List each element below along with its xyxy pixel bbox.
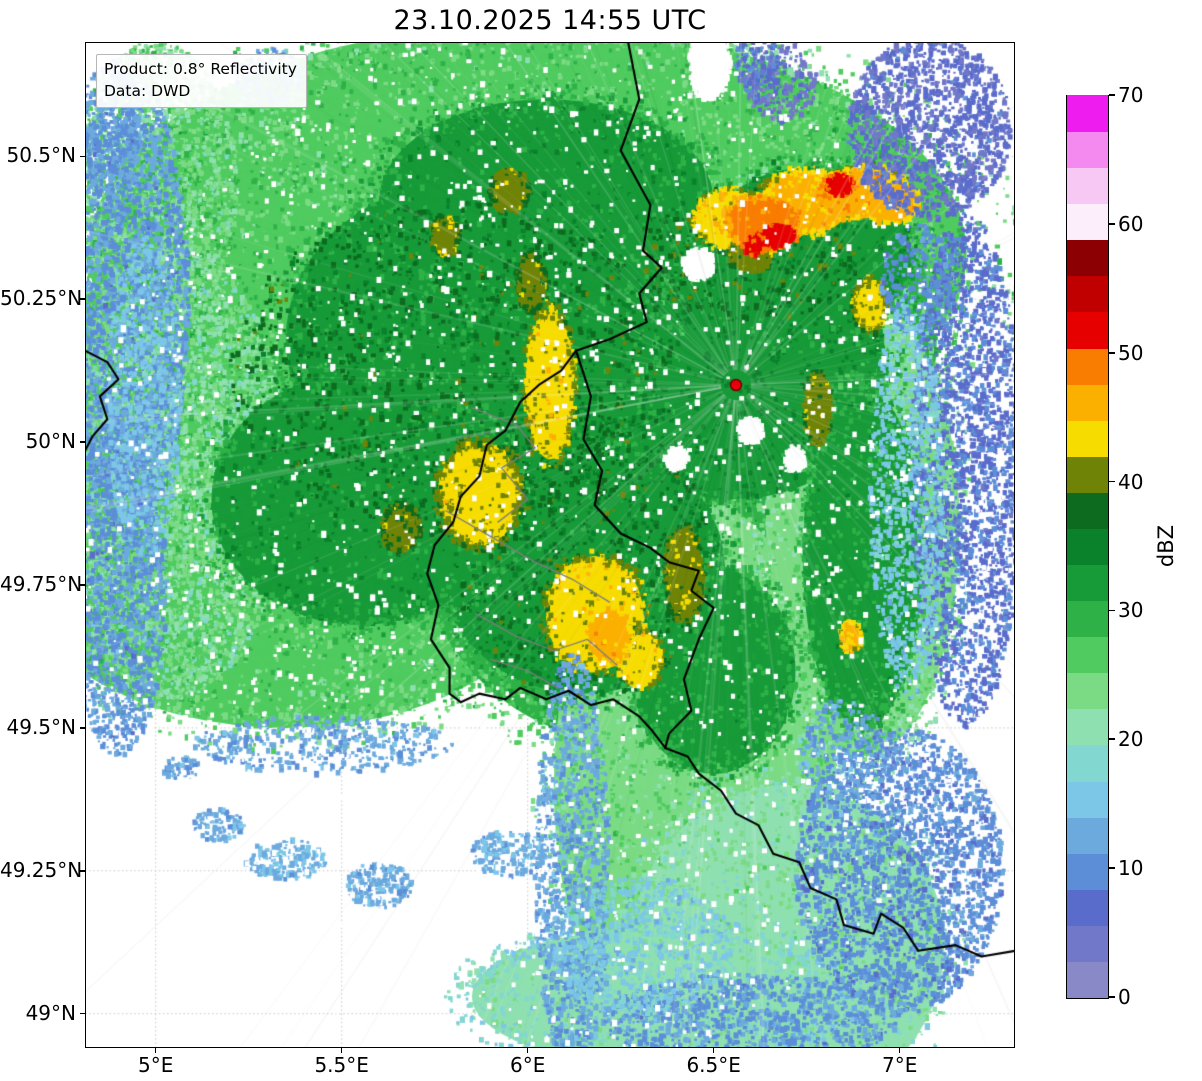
colorbar-tick-label: 60 (1118, 211, 1144, 236)
colorbar-tick-label: 10 (1118, 856, 1144, 881)
y-tick-label: 50.5°N (6, 143, 77, 168)
y-tick-label: 49.25°N (0, 857, 83, 882)
colorbar-segment (1067, 925, 1108, 962)
colorbar-segment (1067, 708, 1108, 746)
x-tick-mark (898, 1048, 901, 1053)
colorbar-segment (1067, 600, 1108, 638)
colorbar-segment (1067, 311, 1108, 349)
y-tick-mark (80, 584, 85, 586)
colorbar-segment (1067, 239, 1108, 277)
colorbar-segment (1067, 780, 1108, 818)
y-tick-mark (80, 727, 85, 729)
y-tick-mark (80, 441, 85, 443)
colorbar-segment (1067, 167, 1108, 205)
x-tick-label: 5.5°E (314, 1053, 369, 1077)
colorbar-axis-label: dBZ (1154, 524, 1178, 568)
y-tick-label: 50°N (25, 429, 76, 454)
colorbar-segment (1067, 816, 1108, 854)
x-tick-label: 7°E (881, 1053, 918, 1077)
colorbar-segment (1067, 492, 1108, 529)
colorbar-tick-mark (1109, 996, 1115, 998)
colorbar-segment (1067, 275, 1108, 313)
colorbar-segment (1067, 852, 1108, 890)
x-tick-label: 6°E (509, 1053, 546, 1077)
colorbar (1066, 95, 1109, 999)
colorbar-tick-mark (1109, 223, 1115, 225)
colorbar-segment (1067, 203, 1108, 241)
colorbar-tick-label: 0 (1118, 985, 1131, 1009)
info-box: Product: 0.8° Reflectivity Data: DWD (96, 54, 307, 108)
colorbar-tick-mark (1109, 609, 1115, 612)
colorbar-segment (1067, 672, 1108, 710)
colorbar-segment (1067, 888, 1108, 926)
colorbar-tick-mark (1109, 480, 1115, 483)
product-label: Product: 0.8° Reflectivity (104, 60, 297, 78)
y-tick-label: 49°N (25, 1000, 76, 1025)
colorbar-segment (1067, 95, 1108, 133)
colorbar-segment (1067, 347, 1108, 385)
y-tick-mark (80, 1012, 85, 1015)
colorbar-segment (1067, 528, 1108, 566)
y-tick-label: 50.25°N (0, 286, 83, 311)
y-tick-label: 49.5°N (6, 714, 77, 739)
data-source-label: Data: DWD (104, 82, 191, 101)
colorbar-segment (1067, 564, 1108, 602)
y-tick-label: 49.75°N (0, 572, 83, 596)
y-tick-mark (80, 155, 85, 158)
colorbar-segment (1067, 131, 1108, 169)
x-tick-mark (340, 1048, 343, 1053)
colorbar-tick-label: 20 (1118, 727, 1144, 752)
colorbar-segment (1067, 636, 1108, 674)
colorbar-segment (1067, 419, 1108, 457)
colorbar-segment (1067, 961, 1108, 998)
x-tick-mark (154, 1048, 157, 1053)
colorbar-tick-label: 50 (1118, 340, 1144, 365)
colorbar-tick-label: 40 (1118, 469, 1144, 494)
x-tick-label: 6.5°E (686, 1053, 741, 1077)
colorbar-segment (1067, 744, 1108, 782)
colorbar-tick-mark (1109, 867, 1115, 869)
x-tick-mark (712, 1048, 715, 1053)
colorbar-tick-label: 30 (1118, 598, 1144, 623)
colorbar-tick-mark (1109, 94, 1115, 96)
colorbar-segment (1067, 456, 1108, 493)
colorbar-tick-mark (1109, 738, 1115, 741)
y-tick-mark (80, 298, 85, 300)
radar-map-canvas (85, 42, 1015, 1048)
x-tick-label: 5°E (137, 1053, 174, 1077)
colorbar-tick-mark (1109, 351, 1115, 354)
y-tick-mark (80, 870, 85, 872)
x-tick-mark (526, 1048, 529, 1053)
colorbar-segment (1067, 383, 1108, 421)
figure-title: 23.10.2025 14:55 UTC (393, 5, 707, 36)
colorbar-tick-label: 70 (1118, 83, 1144, 107)
